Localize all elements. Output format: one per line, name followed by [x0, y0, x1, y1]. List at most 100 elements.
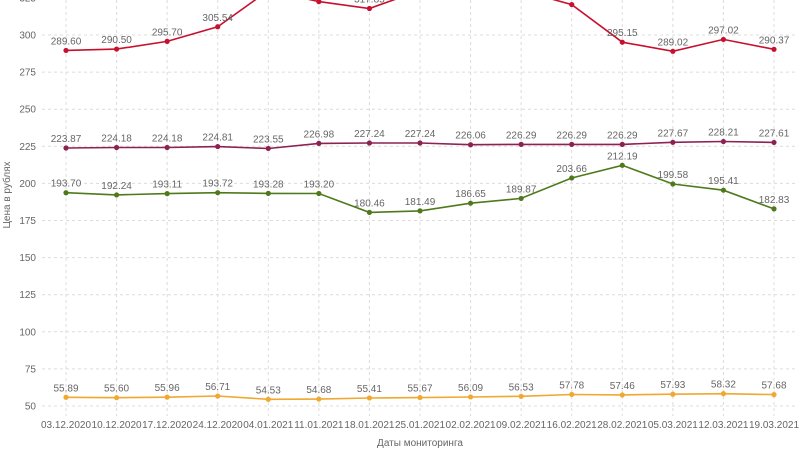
y-axis-ticks: 50 75 100 125 150 175 200 225 250 275 300 325: [19, 0, 36, 413]
data-label: 295.15: [607, 28, 638, 39]
data-point: [417, 208, 423, 214]
data-label: 305.54: [202, 13, 233, 24]
series: [63, 0, 777, 402]
data-point: [720, 138, 727, 145]
data-point: [164, 144, 170, 151]
data-label: 227.24: [405, 129, 436, 140]
data-point: [265, 190, 271, 196]
data-label: 54.53: [256, 385, 281, 396]
data-label: 295.70: [152, 27, 183, 38]
data-label: 57.93: [660, 380, 685, 391]
data-label: 228.21: [708, 128, 739, 139]
data-label: 180.46: [354, 198, 385, 209]
data-point: [720, 391, 727, 397]
data-label: 224.18: [152, 134, 183, 145]
y-tick-label: 250: [19, 105, 36, 116]
data-label: 58.32: [711, 380, 736, 391]
data-point: [265, 396, 271, 402]
data-point: [417, 394, 423, 401]
data-label: 193.20: [304, 179, 335, 190]
data-point: [417, 140, 423, 146]
data-point: [316, 190, 322, 197]
x-tick-label: 11.01.2021: [294, 420, 344, 431]
data-point: [316, 140, 322, 146]
data-point: [619, 392, 625, 398]
y-tick-label: 175: [19, 216, 36, 227]
y-tick-label: 300: [19, 31, 36, 42]
data-point: [771, 206, 777, 212]
y-tick-label: 50: [25, 402, 37, 413]
data-point: [569, 141, 575, 147]
data-label: 226.29: [556, 130, 587, 141]
data-point: [518, 195, 524, 202]
y-tick-label: 75: [25, 364, 37, 375]
data-point: [619, 162, 625, 168]
data-label: 55.60: [104, 384, 129, 395]
data-label: 224.18: [101, 134, 132, 145]
data-point: [467, 394, 474, 400]
data-point: [113, 192, 120, 198]
data-point: [518, 393, 524, 399]
data-point: [164, 38, 170, 44]
data-label: 289.02: [658, 37, 689, 48]
data-point: [63, 47, 69, 54]
data-label: 193.70: [51, 179, 82, 190]
x-axis-title: Даты мониторинга: [377, 438, 463, 449]
data-label: 227.24: [354, 129, 385, 140]
data-label: 56.09: [458, 383, 483, 394]
data-point: [366, 5, 373, 12]
data-label: 224.81: [202, 133, 233, 144]
data-point: [316, 396, 322, 402]
data-label: 297.02: [708, 25, 739, 36]
x-tick-label: 09.02.2021: [496, 420, 546, 431]
data-point: [771, 46, 777, 52]
data-point: [720, 36, 727, 43]
data-point: [63, 145, 69, 151]
data-label: 192.24: [101, 181, 132, 192]
x-tick-label: 18.01.2021: [344, 420, 394, 431]
data-label: 181.49: [405, 197, 436, 208]
x-tick-label: 02.02.2021: [446, 420, 496, 431]
data-point: [164, 394, 170, 400]
data-point: [366, 395, 373, 401]
data-label: 223.87: [51, 134, 82, 145]
data-label: 189.87: [506, 184, 537, 195]
y-tick-label: 225: [19, 142, 36, 153]
y-tick-label: 200: [19, 179, 36, 190]
data-point: [670, 391, 676, 397]
data-point: [63, 394, 69, 400]
data-label: 226.29: [506, 130, 537, 141]
x-tick-label: 28.02.2021: [597, 420, 647, 431]
data-label: 289.60: [51, 36, 82, 47]
data-point: [215, 393, 221, 399]
data-label: 182.83: [759, 195, 790, 206]
x-tick-label: 05.03.2021: [648, 420, 698, 431]
x-tick-label: 12.03.2021: [698, 420, 748, 431]
data-point: [619, 39, 625, 45]
data-labels: 289.60 290.50 295.70 305.54 317.85 295.15 289.…: [51, 0, 790, 396]
data-label: 290.37: [759, 35, 790, 46]
data-point: [670, 181, 676, 187]
x-tick-label: 25.01.2021: [395, 420, 445, 431]
data-label: 55.41: [357, 384, 382, 395]
x-tick-label: 19.03.2021: [749, 420, 799, 431]
data-label: 55.96: [155, 383, 180, 394]
data-point: [265, 145, 271, 152]
data-point: [670, 48, 676, 54]
data-label: 226.06: [455, 131, 486, 142]
data-point: [113, 395, 120, 401]
data-point: [467, 200, 474, 206]
data-label: 195.41: [708, 176, 739, 187]
data-point: [619, 141, 625, 147]
x-tick-label: 16.02.2021: [547, 420, 597, 431]
data-point: [113, 144, 120, 151]
data-point: [670, 139, 676, 145]
data-label: 227.67: [658, 128, 689, 139]
data-label: 55.67: [407, 384, 432, 395]
y-axis-title: Цена в рублях: [1, 161, 13, 228]
x-tick-label: 03.12.2020: [41, 420, 91, 431]
data-label: 290.50: [101, 35, 132, 46]
y-tick-label: 100: [19, 327, 36, 338]
data-point: [467, 142, 474, 148]
